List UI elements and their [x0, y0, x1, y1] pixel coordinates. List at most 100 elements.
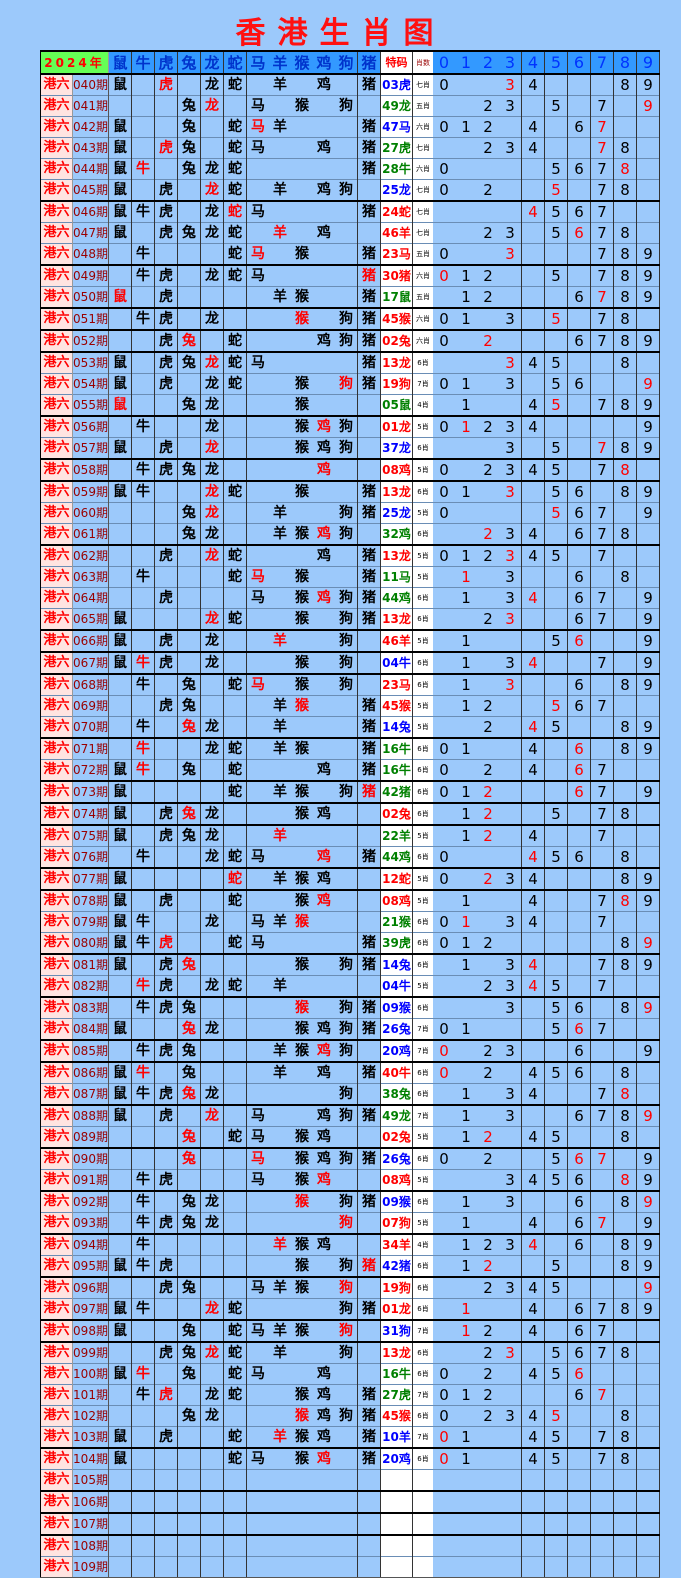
- row-label: 港六: [40, 137, 73, 159]
- digit-cell: 1: [455, 566, 477, 588]
- period-cell: 080期: [72, 932, 109, 954]
- row-label: 港六: [40, 1104, 73, 1127]
- zodiac-cell: [291, 502, 313, 524]
- zodiac-cell: [313, 480, 335, 503]
- row-label: 港六: [40, 523, 73, 545]
- digit-cell: 1: [455, 1255, 477, 1277]
- zodiac-cell: [335, 351, 358, 374]
- digit-cell: 2: [477, 415, 499, 438]
- tema-cell: 03虎: [380, 73, 413, 96]
- digit-cell: [590, 1255, 614, 1277]
- table-row: 港六 065期鼠龙蛇猴狗猪 13龙 6肖 2 3 6 7 9: [40, 608, 660, 630]
- table-row: 港六 086期鼠牛兔羊鸡猪 40牛 6肖 0 2 4 5 6 8: [40, 1061, 660, 1084]
- digit-cell: [567, 975, 591, 997]
- digit-cell: 3: [499, 1039, 522, 1062]
- digit-cell: 6: [567, 523, 591, 545]
- zodiac-cell: [313, 673, 335, 696]
- digit-cell: [477, 307, 499, 330]
- digit-cell: [636, 222, 660, 244]
- zodiac-cell: 猴: [291, 651, 313, 674]
- zodiac-cell: [357, 1534, 381, 1557]
- zodiac-cell: 猴: [291, 1384, 313, 1406]
- digit-cell: 7: [590, 780, 614, 803]
- zodiac-cell: 猴: [291, 1039, 313, 1062]
- zodiac-cell: 鼠: [108, 351, 132, 374]
- zodiac-cell: [269, 137, 291, 159]
- digit-cell: 0: [433, 846, 455, 868]
- digit-cell: [544, 932, 568, 954]
- zodiac-cell: [291, 137, 313, 159]
- digit-cell: [499, 1319, 522, 1342]
- zodiac-cell: [313, 502, 335, 524]
- digit-cell: 1: [455, 673, 477, 696]
- digit-cell: [567, 415, 591, 438]
- row-label: 港六: [40, 502, 73, 524]
- digit-cell: 7: [590, 137, 614, 159]
- digit-cell: 2: [477, 932, 499, 954]
- zodiac-cell: [246, 1255, 269, 1277]
- zodiac-cell: 虎: [154, 629, 178, 652]
- tema-cell: 02兔: [380, 802, 413, 825]
- digit-cell: 8: [613, 889, 637, 912]
- zodiac-cell: 兔: [177, 1061, 201, 1084]
- row-label: 港六: [40, 1298, 73, 1320]
- zodiac-cell: [108, 1039, 132, 1062]
- zodiac-cell: [223, 651, 247, 674]
- digit-cell: 9: [636, 329, 660, 352]
- digit-cell: [499, 329, 522, 352]
- zodiac-cell: [313, 286, 335, 308]
- digit-cell: [544, 1490, 568, 1513]
- digit-cell: [521, 158, 545, 180]
- period-cell: 088期: [72, 1104, 109, 1127]
- period-cell: 073期: [72, 780, 109, 803]
- digit-cell: 7: [590, 1212, 614, 1234]
- zodiac-cell: [131, 95, 155, 117]
- zodiac-cell: [269, 1255, 291, 1277]
- table-row: 港六 046期鼠牛虎龙蛇马猪 24蛇 七肖 4 5 6 7: [40, 200, 660, 223]
- digit-cell: 7: [590, 911, 614, 933]
- tema-cell: 49龙: [380, 1104, 413, 1127]
- zodiac-cell: [154, 394, 178, 416]
- period-cell: 078期: [72, 889, 109, 912]
- zodiac-cell: [357, 1212, 381, 1234]
- digit-cell: [544, 911, 568, 933]
- digit-cell: [567, 911, 591, 933]
- zodiac-cell: 鸡: [313, 437, 335, 459]
- zodiac-cell: [246, 889, 269, 912]
- zodiac-cell: 鸡: [313, 1018, 335, 1040]
- digit-cell: [477, 502, 499, 524]
- zodiac-cell: [223, 1039, 247, 1062]
- digit-cell: 3: [499, 415, 522, 438]
- digit-cell: 7: [590, 200, 614, 223]
- digit-cell: 5: [544, 158, 568, 180]
- digit-cell: [636, 158, 660, 180]
- count-cell: 5肖: [412, 1169, 433, 1191]
- zodiac-cell: 猴: [291, 243, 313, 265]
- digit-cell: [455, 996, 477, 1019]
- zodiac-cell: [177, 867, 201, 890]
- digit-cell: 7: [590, 1319, 614, 1342]
- tema-cell: 08鸡: [380, 1169, 413, 1191]
- zodiac-cell: [131, 1426, 155, 1448]
- table-row: 港六 071期牛龙蛇羊猴猪 16牛 6肖 0 1 4 6 8 9: [40, 737, 660, 760]
- digit-cell: [433, 1104, 455, 1127]
- digit-cell: [567, 1469, 591, 1491]
- table-row: 港六 097期鼠牛龙蛇狗猪 01龙 6肖 1 4 6 7 8 9: [40, 1298, 660, 1320]
- zodiac-cell: [200, 1255, 224, 1277]
- digit-cell: 8: [613, 1083, 637, 1105]
- zodiac-cell: 猪: [357, 716, 381, 738]
- digit-cell: [636, 1319, 660, 1342]
- zodiac-cell: [357, 1233, 381, 1256]
- zodiac-cell: [200, 1233, 224, 1256]
- digit-cell: 4: [521, 1083, 545, 1105]
- digit-cell: [433, 1212, 455, 1234]
- zodiac-cell: [246, 1490, 269, 1513]
- digit-cell: [521, 802, 545, 825]
- zodiac-cell: 鼠: [108, 1255, 132, 1277]
- digit-cell: 2: [477, 608, 499, 630]
- zodiac-cell: [335, 1426, 358, 1448]
- table-row: 港六 050期鼠虎羊猴猪 17鼠 五肖 1 2 6 7 8 9: [40, 286, 660, 308]
- digit-cell: [636, 458, 660, 481]
- zodiac-cell: [200, 137, 224, 159]
- digit-cell: 7: [590, 1384, 614, 1406]
